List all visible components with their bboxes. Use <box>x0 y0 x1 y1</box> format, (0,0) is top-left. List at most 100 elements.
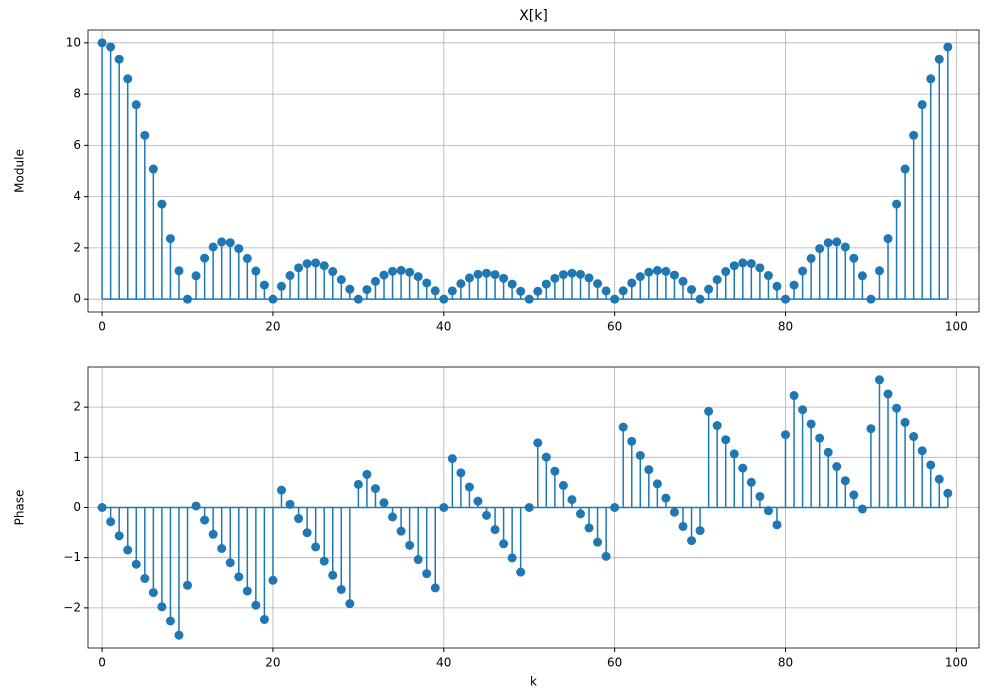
marker <box>593 537 603 547</box>
marker <box>815 433 825 443</box>
marker <box>704 406 714 416</box>
marker <box>131 100 141 110</box>
marker <box>823 238 833 248</box>
marker <box>302 259 312 269</box>
marker <box>746 477 756 487</box>
marker <box>319 556 329 566</box>
x-tick-label: 0 <box>98 656 106 670</box>
marker <box>669 507 679 517</box>
marker <box>618 286 628 296</box>
marker <box>473 496 483 506</box>
marker <box>755 263 765 273</box>
x-tick-label: 60 <box>607 656 622 670</box>
marker <box>370 484 380 494</box>
marker <box>593 279 603 289</box>
marker <box>106 517 116 527</box>
y-tick-label: 6 <box>73 138 81 152</box>
marker <box>430 286 440 296</box>
marker <box>934 474 944 484</box>
marker <box>131 559 141 569</box>
marker <box>524 503 534 512</box>
marker <box>849 253 859 263</box>
marker <box>601 286 611 296</box>
marker <box>234 572 244 582</box>
marker <box>738 258 748 268</box>
marker <box>558 480 568 490</box>
marker <box>242 586 252 596</box>
marker <box>200 515 210 525</box>
marker <box>738 463 748 473</box>
marker <box>430 583 440 593</box>
marker <box>772 520 782 530</box>
marker <box>464 273 474 283</box>
marker <box>482 268 492 278</box>
marker <box>276 485 286 495</box>
marker <box>148 164 158 174</box>
marker <box>439 294 449 304</box>
marker <box>388 512 398 522</box>
marker <box>798 405 808 415</box>
marker <box>789 280 799 290</box>
y-tick-label: 1 <box>73 450 81 464</box>
marker <box>379 498 389 508</box>
y-tick-label: 10 <box>66 35 81 49</box>
marker <box>353 479 363 489</box>
marker <box>447 286 457 296</box>
marker <box>926 74 936 84</box>
marker <box>191 501 201 511</box>
marker <box>268 575 278 585</box>
marker <box>610 294 620 304</box>
marker <box>516 567 526 577</box>
marker <box>370 276 380 286</box>
marker <box>251 600 261 610</box>
marker <box>849 490 859 500</box>
marker <box>345 599 355 609</box>
marker <box>575 509 585 519</box>
y-tick-label: 8 <box>73 87 81 101</box>
marker <box>763 271 773 281</box>
marker <box>328 267 338 277</box>
marker <box>892 199 902 209</box>
marker <box>866 294 876 304</box>
marker <box>584 523 594 533</box>
marker <box>507 279 517 289</box>
marker <box>114 54 124 64</box>
axes: 0 20 40 60 80 100 −2 −1 0 1 2 Phase k <box>13 366 980 689</box>
marker <box>422 569 432 579</box>
marker <box>763 506 773 516</box>
marker <box>874 266 884 276</box>
marker <box>217 237 227 247</box>
marker <box>840 476 850 486</box>
marker <box>388 266 398 276</box>
marker <box>413 555 423 565</box>
marker <box>678 521 688 531</box>
marker <box>447 454 457 464</box>
x-tick-label: 100 <box>945 320 968 334</box>
marker <box>294 263 304 273</box>
marker <box>97 503 107 512</box>
marker <box>285 499 295 509</box>
marker <box>405 267 415 277</box>
chart-title: X[k] <box>519 8 548 24</box>
marker <box>755 491 765 501</box>
marker <box>678 276 688 286</box>
marker <box>482 510 492 520</box>
marker <box>140 573 150 583</box>
marker <box>652 265 662 275</box>
marker <box>721 267 731 277</box>
marker <box>832 462 842 472</box>
marker <box>97 38 107 48</box>
marker <box>943 488 953 498</box>
marker <box>362 469 372 479</box>
marker <box>926 460 936 470</box>
marker <box>627 436 637 446</box>
marker <box>379 270 389 280</box>
marker <box>644 465 654 475</box>
marker <box>464 482 474 492</box>
y-tick-label: −2 <box>63 600 81 614</box>
marker <box>567 495 577 505</box>
marker <box>439 503 449 512</box>
marker <box>541 279 551 289</box>
marker <box>806 419 816 429</box>
marker <box>558 270 568 280</box>
